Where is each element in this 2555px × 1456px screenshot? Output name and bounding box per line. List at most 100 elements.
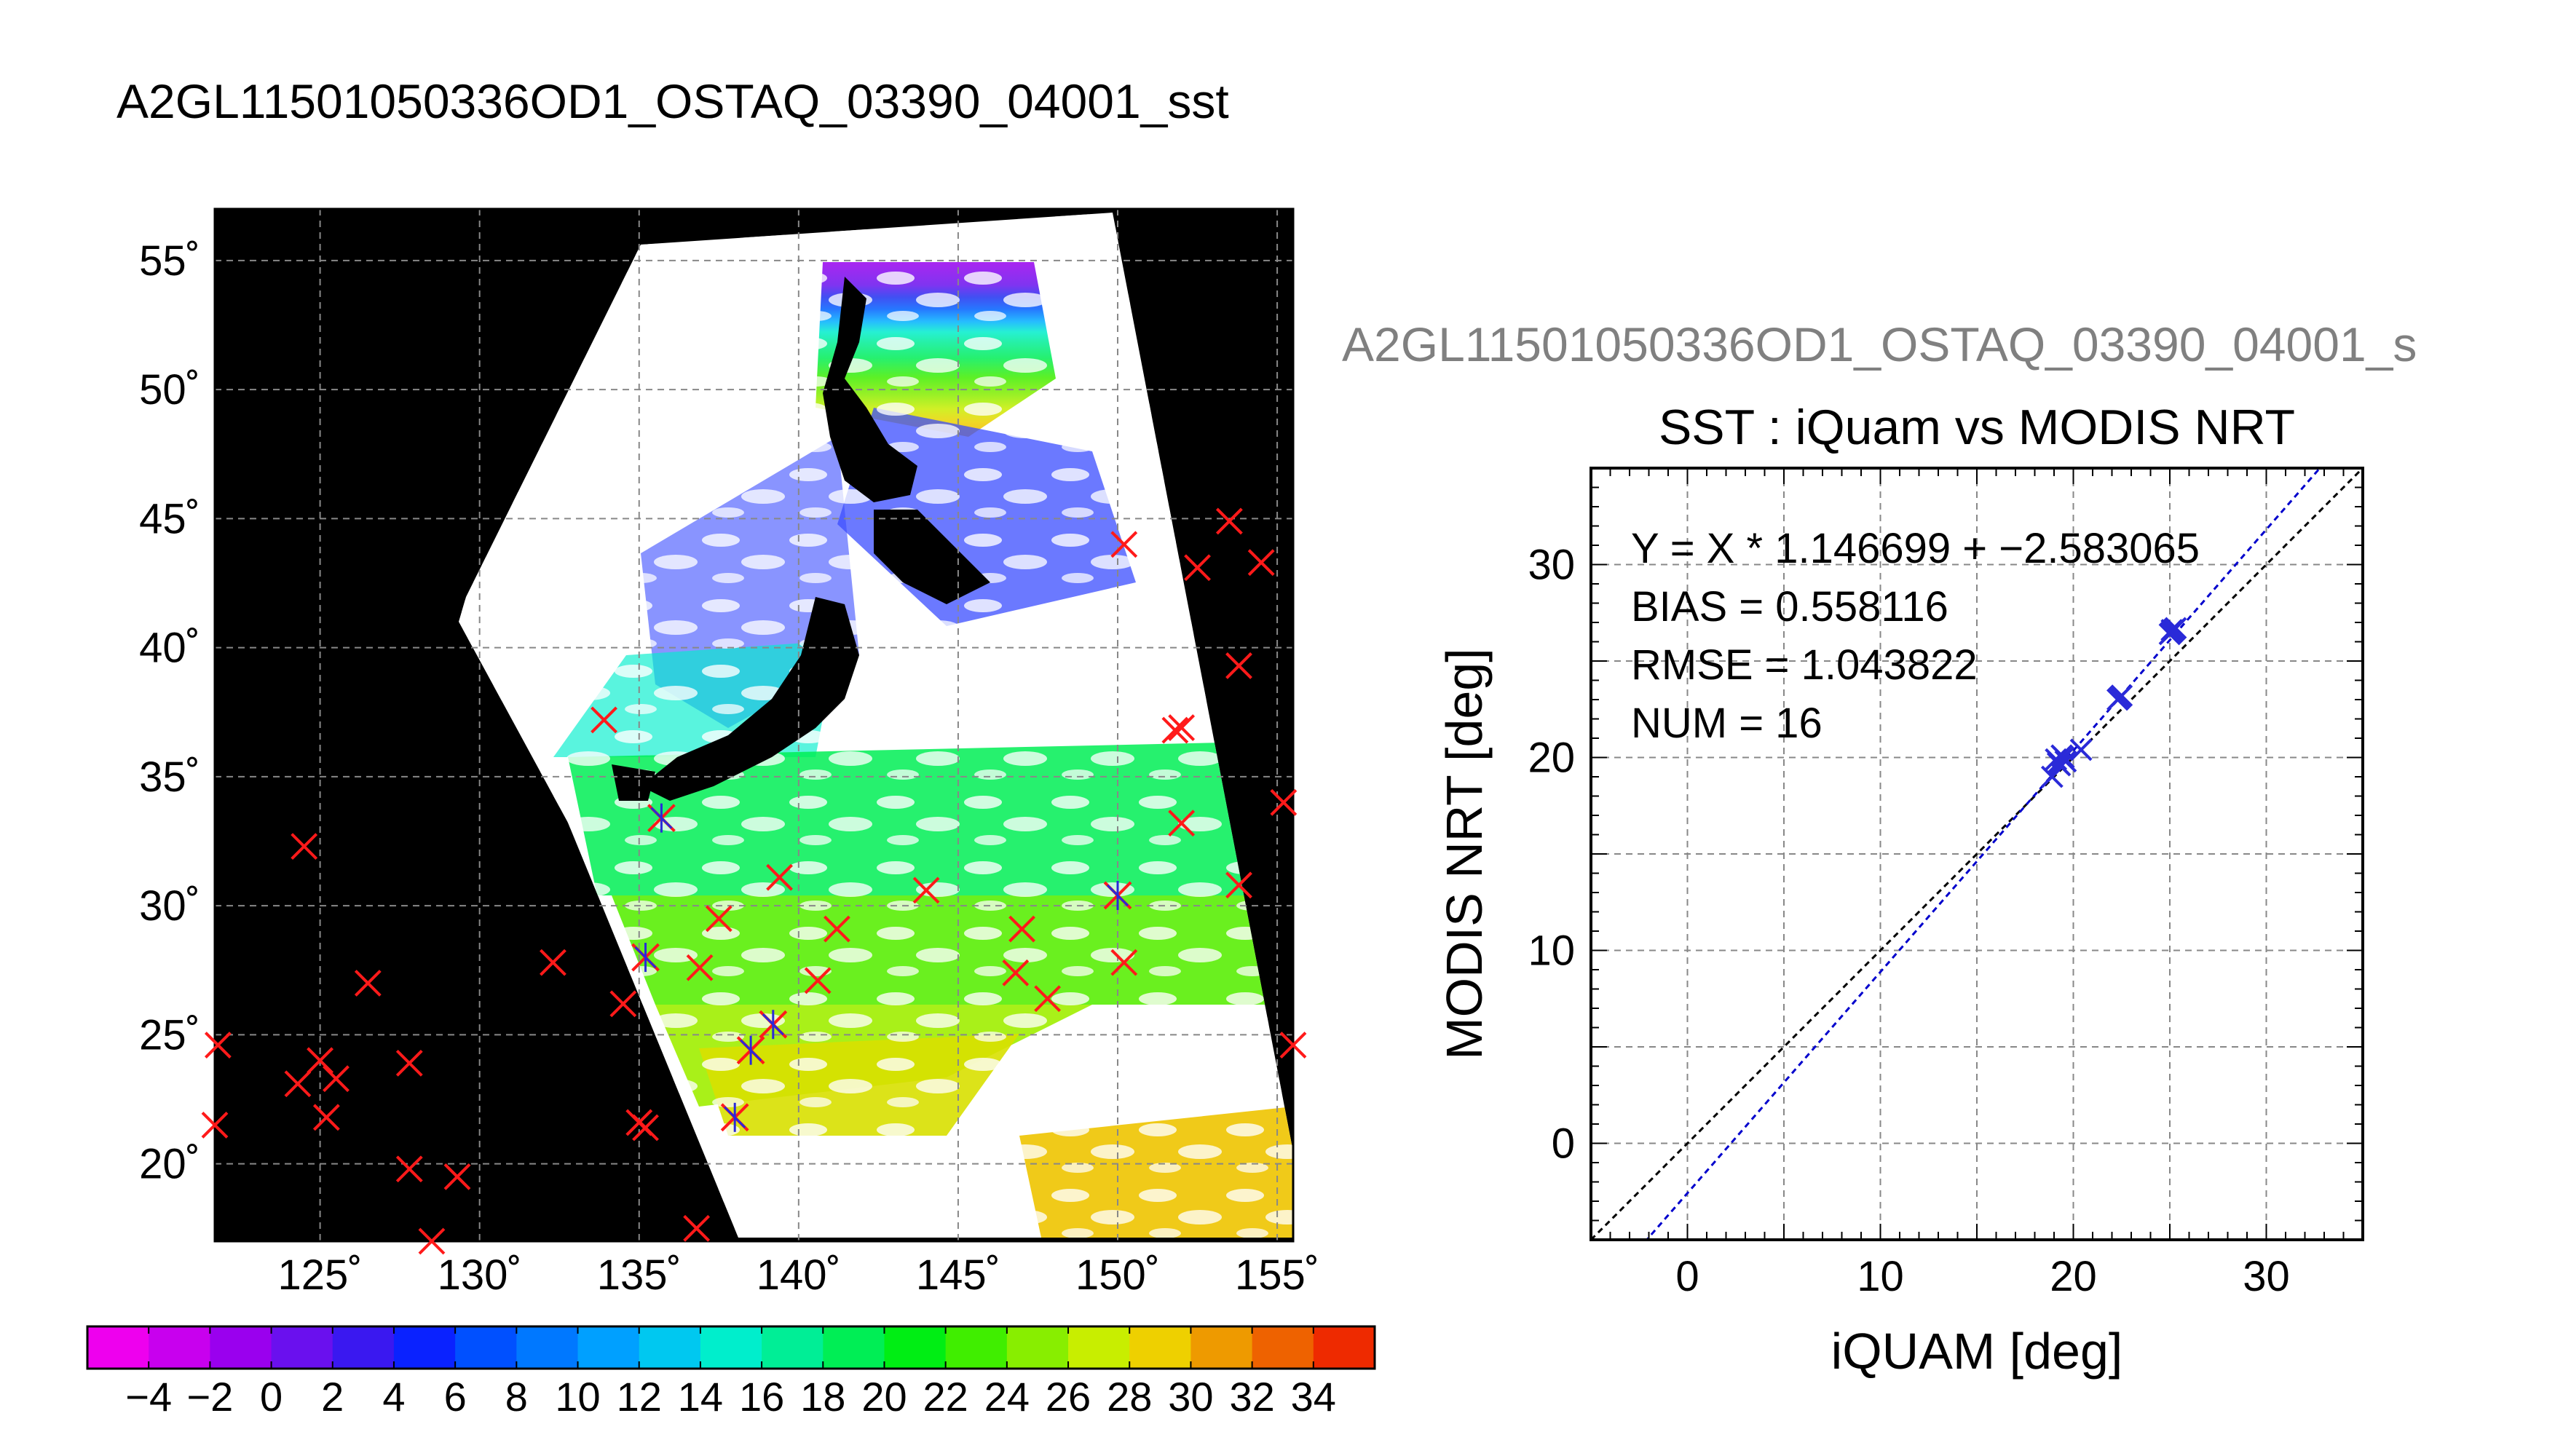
colorbar-cell (393, 1326, 456, 1369)
matched-marker-blue (740, 1035, 762, 1065)
iquam-marker (591, 706, 617, 734)
land-kyushu (612, 764, 655, 801)
scatter-point (2069, 738, 2093, 761)
iquam-marker (1161, 716, 1189, 744)
x-tick-label: 0 (1675, 1253, 1699, 1300)
iquam-marker (1184, 554, 1211, 582)
colorbar-cell (516, 1326, 579, 1369)
lon-label: 155˚ (1235, 1251, 1319, 1299)
lat-label: 35˚ (139, 753, 200, 801)
colorbar-cell (1129, 1326, 1191, 1369)
iquam-marker (1225, 652, 1252, 679)
colorbar-frame (86, 1325, 1376, 1370)
colorbar-label: 8 (505, 1374, 528, 1420)
iquam-marker (804, 967, 832, 994)
scatter-plot: 0 10 20 30 0 10 20 30 Y = X * 1.146699 + −2.58… (1436, 467, 2364, 1380)
colorbar-label: 0 (260, 1374, 283, 1420)
lat-label: 30˚ (139, 882, 200, 930)
colorbar-label: 12 (617, 1374, 662, 1420)
iquam-marker (912, 877, 940, 904)
iquam-marker (705, 905, 732, 933)
x-tick-labels: 0 10 20 30 (1675, 1253, 2289, 1300)
scatter-ticks (1590, 467, 2364, 1241)
colorbar-cell (639, 1326, 701, 1369)
iquam-marker (323, 1065, 350, 1093)
land-sakhalin (823, 277, 917, 502)
colorbar-cell (700, 1326, 762, 1369)
lat-label: 45˚ (139, 495, 200, 542)
colorbar-label: 10 (555, 1374, 600, 1420)
colorbar-label: 30 (1168, 1374, 1213, 1420)
colorbar-label: 28 (1107, 1374, 1152, 1420)
lon-label: 150˚ (1075, 1251, 1160, 1299)
colorbar-cell (1313, 1326, 1375, 1369)
y-tick-label: 10 (1528, 927, 1575, 975)
scatter-point (2108, 686, 2131, 709)
colorbar-ticks (148, 1326, 1314, 1369)
iquam-marker (1168, 810, 1196, 837)
lat-label: 50˚ (139, 366, 200, 414)
main-title: A2GL11501050336OD1_OSTAQ_03390_04001_sst (117, 74, 1229, 128)
y-tick-label: 20 (1528, 735, 1575, 782)
iquam-marker (284, 1070, 312, 1098)
iquam-markers (201, 507, 1307, 1255)
colorbar-cell (762, 1326, 824, 1369)
y-tick-label: 0 (1552, 1120, 1575, 1168)
land-hokkaido (874, 510, 990, 604)
colorbar-cell (271, 1326, 333, 1369)
scatter-point (2164, 617, 2187, 640)
map-frame (213, 207, 1295, 1243)
lat-label: 55˚ (139, 237, 200, 285)
colorbar: −4 −2 0 2 4 6 8 10 12 14 16 18 20 22 24 26 28 30 32 34 (86, 1325, 1376, 1420)
colorbar-cell (945, 1326, 1008, 1369)
iquam-marker (204, 1032, 232, 1059)
lon-label: 130˚ (438, 1251, 522, 1299)
colorbar-label: 14 (678, 1374, 723, 1420)
scatter-point (2050, 744, 2074, 767)
colorbar-label: 16 (739, 1374, 784, 1420)
colorbar-label: 34 (1291, 1374, 1336, 1420)
colorbar-label: 4 (382, 1374, 405, 1420)
colorbar-label: 26 (1046, 1374, 1091, 1420)
sst-map: 55˚ 50˚ 45˚ 40˚ 35˚ 30˚ 25˚ 20˚ 125˚ 130˚ 135˚ 140… (139, 207, 1320, 1299)
colorbar-cell (210, 1326, 272, 1369)
identity-line (1591, 468, 2363, 1240)
colorbar-cell (149, 1326, 210, 1369)
iquam-marker (824, 915, 850, 943)
y-axis-label: MODIS NRT [deg] (1436, 648, 1493, 1059)
iquam-marker (540, 949, 566, 976)
longitude-labels: 125˚ 130˚ 135˚ 140˚ 145˚ 150˚ 155˚ (278, 1251, 1320, 1299)
lon-label: 135˚ (597, 1251, 682, 1299)
matched-marker-blue (1106, 880, 1129, 910)
iquam-marker (632, 1114, 659, 1142)
matched-marker-blue (762, 1010, 784, 1040)
colorbar-label: 2 (321, 1374, 344, 1420)
colorbar-label: −4 (125, 1374, 172, 1420)
colorbar-label: 20 (861, 1374, 907, 1420)
latitude-labels: 55˚ 50˚ 45˚ 40˚ 35˚ 30˚ 25˚ 20˚ (139, 237, 200, 1188)
matched-marker-blue (724, 1102, 746, 1132)
colorbar-label: 6 (444, 1374, 467, 1420)
colorbar-cell (455, 1326, 517, 1369)
land-honshu (641, 597, 859, 801)
colorbar-label: 22 (923, 1374, 968, 1420)
iquam-marker (1215, 507, 1243, 535)
colorbar-cell (1190, 1326, 1253, 1369)
iquam-marker (1247, 549, 1275, 577)
annotation-rmse: RMSE = 1.043822 (1631, 641, 1978, 689)
colorbar-cell (1006, 1326, 1069, 1369)
lon-label: 145˚ (916, 1251, 1000, 1299)
x-axis-label: iQUAM [deg] (1831, 1323, 2123, 1380)
colorbar-cell (884, 1326, 947, 1369)
lat-label: 20˚ (139, 1141, 200, 1188)
scatter-points (2040, 617, 2187, 788)
matched-marker-blue (634, 943, 657, 973)
iquam-marker (395, 1155, 423, 1183)
colorbar-label: 32 (1229, 1374, 1274, 1420)
y-tick-labels: 0 10 20 30 (1528, 542, 1575, 1168)
lon-label: 125˚ (278, 1251, 363, 1299)
iquam-marker (1168, 714, 1196, 741)
matched-marker-blue (650, 803, 673, 833)
matched-markers (631, 803, 1132, 1132)
